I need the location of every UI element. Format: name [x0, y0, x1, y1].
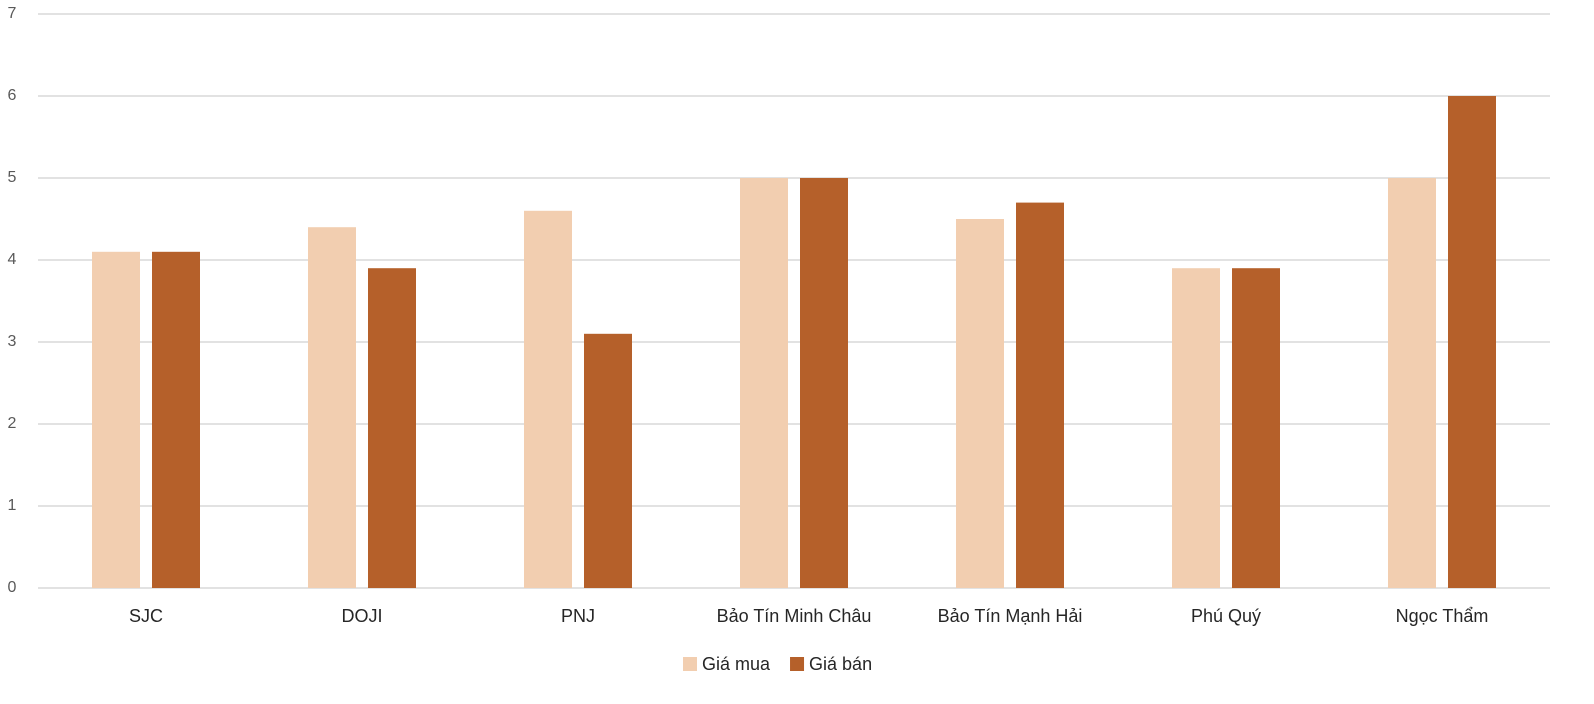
y-tick-label: 4	[8, 251, 17, 268]
bar	[524, 210, 572, 589]
bar	[152, 251, 200, 589]
legend-label: Giá mua	[702, 654, 771, 674]
x-tick-label: Phú Quý	[1191, 606, 1261, 626]
bar	[584, 333, 632, 588]
y-tick-label: 7	[8, 5, 17, 22]
bar	[1172, 268, 1220, 588]
legend-label: Giá bán	[809, 654, 872, 674]
bar	[1016, 202, 1064, 588]
bar	[800, 178, 848, 588]
legend-swatch	[683, 657, 697, 671]
y-tick-label: 1	[8, 497, 17, 514]
bar	[92, 251, 140, 589]
y-tick-label: 3	[8, 333, 17, 350]
bar	[740, 178, 788, 588]
y-tick-label: 5	[8, 169, 17, 186]
x-tick-label: SJC	[129, 606, 163, 626]
x-tick-label: Bảo Tín Minh Châu	[717, 606, 872, 626]
x-tick-label: Bảo Tín Mạnh Hải	[938, 606, 1083, 626]
bar	[308, 227, 356, 588]
x-tick-label: Ngọc Thẩm	[1396, 606, 1489, 626]
y-tick-label: 2	[8, 415, 17, 432]
legend-swatch	[790, 657, 805, 671]
bar	[1232, 268, 1280, 588]
bar	[1388, 178, 1436, 588]
x-tick-label: DOJI	[341, 606, 382, 626]
bar	[1448, 96, 1496, 588]
y-tick-label: 6	[8, 87, 17, 104]
bar	[368, 268, 416, 588]
bar	[956, 219, 1004, 588]
x-tick-label: PNJ	[561, 606, 595, 626]
y-tick-label: 0	[8, 579, 17, 596]
